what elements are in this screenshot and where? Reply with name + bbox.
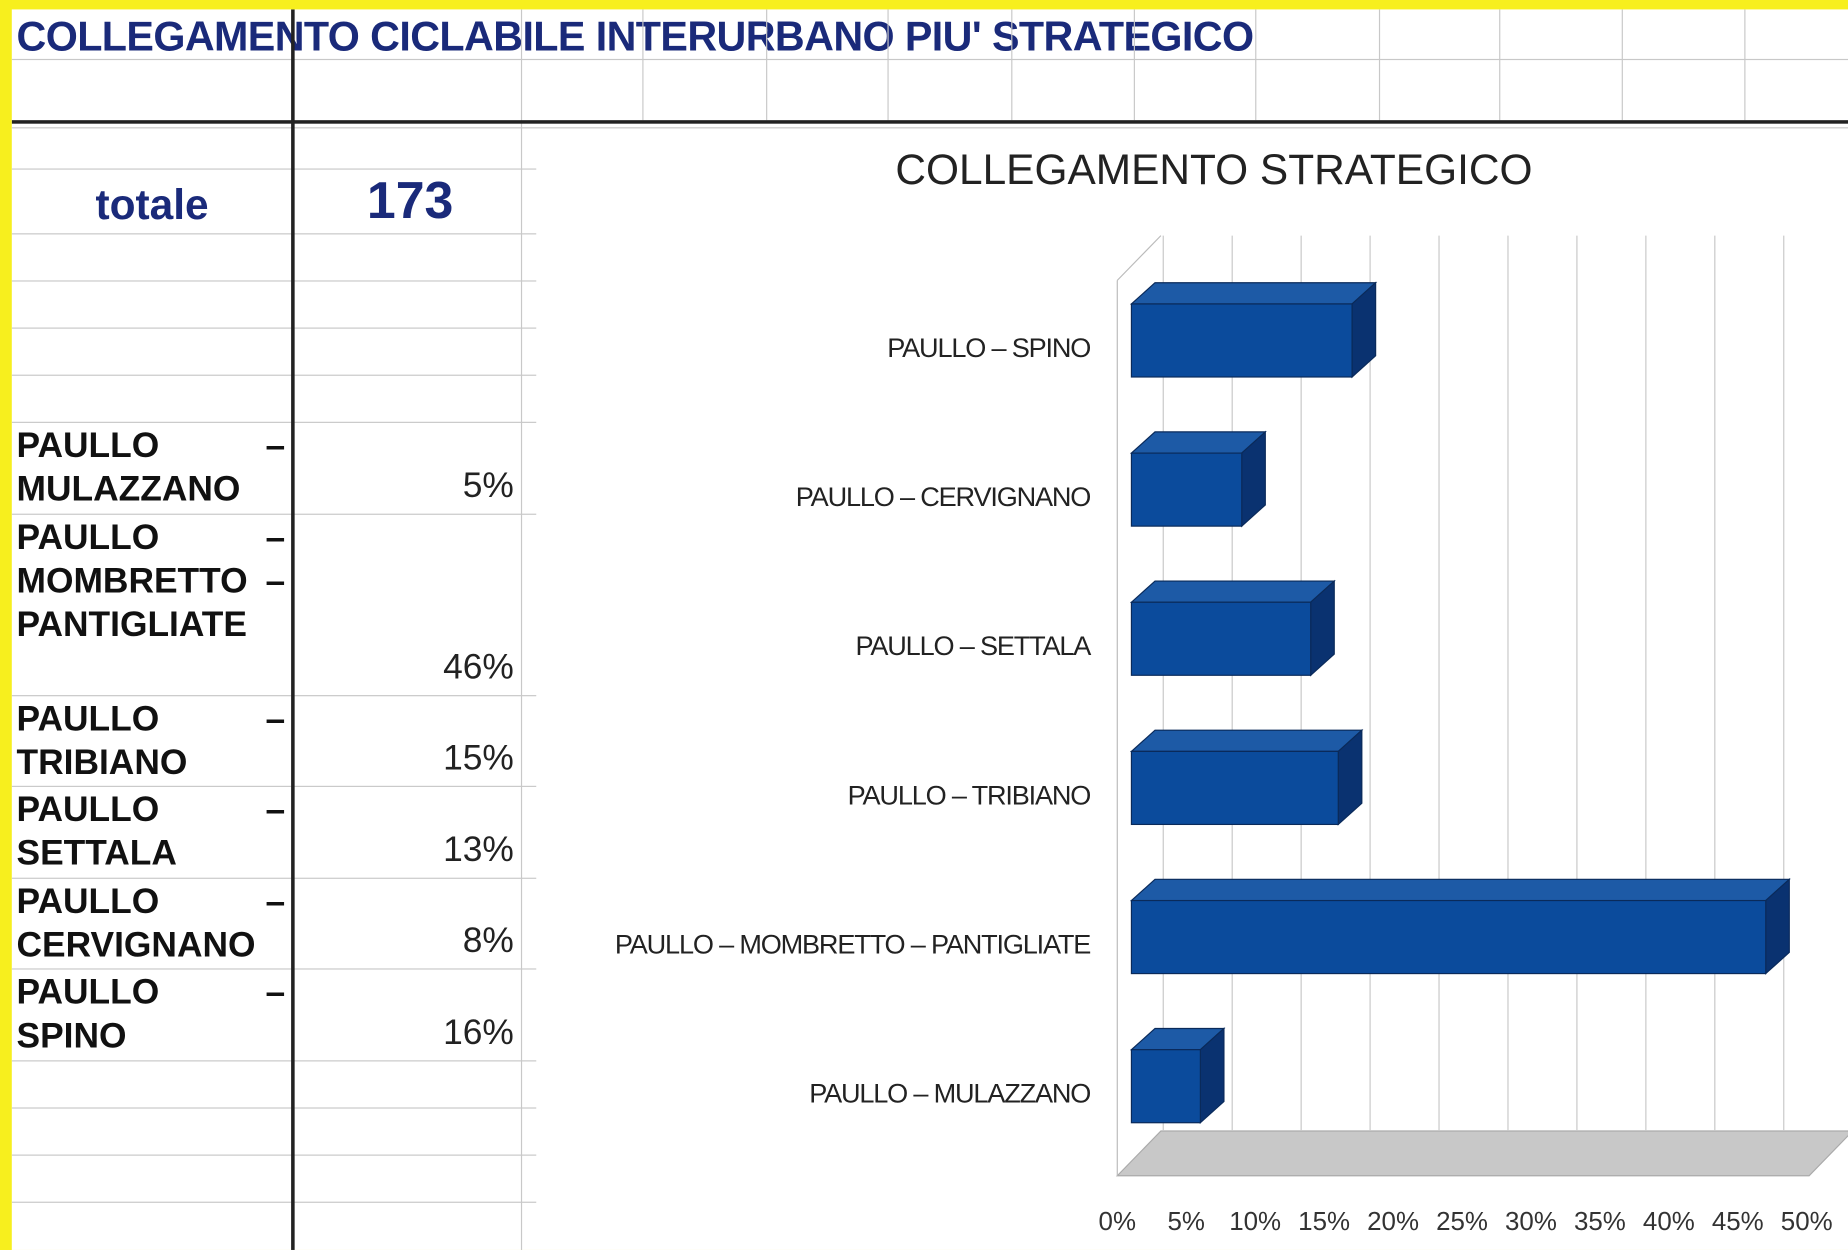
cell-border <box>11 168 537 170</box>
cell-border <box>11 968 537 970</box>
cell-border <box>11 280 537 282</box>
row-label: PAULLO – MOMBRETTO – PANTIGLIATE <box>16 518 286 645</box>
cell-border <box>11 58 1848 61</box>
sheet-title: COLLEGAMENTO CICLABILE INTERURBANO PIU' … <box>16 14 1254 61</box>
y-tick-label: PAULLO – SPINO <box>887 332 1090 363</box>
row-value: 13% <box>443 830 514 870</box>
cell-border <box>11 233 537 235</box>
bar-top <box>1129 729 1364 752</box>
cell-border <box>11 1060 537 1062</box>
y-tick-label: PAULLO – SETTALA <box>856 630 1093 661</box>
row-label: PAULLO – MULAZZANO <box>16 426 286 509</box>
total-value: 173 <box>366 172 454 230</box>
cell-border <box>766 9 768 121</box>
floor <box>1115 1130 1848 1177</box>
row-value: 46% <box>443 647 514 687</box>
cell-border <box>11 513 537 515</box>
bar <box>1130 1049 1201 1124</box>
row-label: PAULLO – SETTALA <box>16 790 286 873</box>
cell-border <box>11 1107 537 1109</box>
header-divider <box>11 120 1848 124</box>
bar <box>1130 750 1339 826</box>
row-label: PAULLO – TRIBIANO <box>16 699 286 783</box>
bar <box>1130 452 1243 527</box>
cell-border <box>11 374 537 376</box>
cell-border <box>11 1201 537 1203</box>
cell-border <box>887 9 889 121</box>
row-label: PAULLO – CERVIGNANO <box>16 882 286 965</box>
cell-border <box>1744 9 1746 121</box>
side-wall <box>1116 235 1162 281</box>
y-tick-label: PAULLO – MOMBRETTO – PANTIGLIATE <box>615 929 1090 960</box>
bar <box>1130 303 1353 378</box>
cell-border <box>1499 9 1501 121</box>
x-tick-label: 45% <box>1712 1208 1764 1236</box>
chart: COLLEGAMENTO STRATEGICO 0% 5% 10% 15% 20% 25%… <box>615 146 1848 1236</box>
cell-border <box>1011 9 1013 121</box>
cell-border <box>11 127 1848 129</box>
cell-border <box>11 695 537 697</box>
cell-border <box>1378 9 1381 121</box>
row-value: 16% <box>443 1013 514 1053</box>
row-value: 15% <box>443 738 514 778</box>
cell-border <box>1255 9 1257 121</box>
row-value: 5% <box>462 466 514 506</box>
x-tick-label: 25% <box>1436 1208 1488 1236</box>
y-tick-label: PAULLO – MULAZZANO <box>809 1078 1090 1109</box>
total-label: totale <box>95 180 209 229</box>
cell-border <box>11 1154 537 1156</box>
x-tick-label: 10% <box>1229 1208 1281 1236</box>
cell-border <box>1133 9 1135 121</box>
row-label: PAULLO – SPINO <box>16 973 286 1056</box>
x-tick-label: 0% <box>1099 1208 1136 1236</box>
y-tick-label: PAULLO – TRIBIANO <box>848 779 1091 810</box>
bar-top <box>1129 282 1378 305</box>
cell-border <box>11 877 537 879</box>
x-tick-label: 40% <box>1643 1208 1695 1236</box>
x-tick-label: 50% <box>1781 1208 1833 1236</box>
cell-border <box>11 327 537 329</box>
spreadsheet: COLLEGAMENTO CICLABILE INTERURBANO PIU' … <box>11 9 1848 1250</box>
x-tick-label: 15% <box>1298 1208 1350 1236</box>
cell-border <box>1621 9 1623 121</box>
cell-border <box>642 9 644 121</box>
x-tick-label: 30% <box>1505 1208 1557 1236</box>
x-tick-label: 5% <box>1168 1208 1205 1236</box>
x-tick-label: 20% <box>1367 1208 1419 1236</box>
bar <box>1130 899 1767 975</box>
cell-border <box>11 421 537 423</box>
cell-border <box>520 9 523 1250</box>
cell-border <box>11 785 537 787</box>
bar <box>1130 601 1312 676</box>
x-tick-label: 35% <box>1574 1208 1626 1236</box>
y-tick-label: PAULLO – CERVIGNANO <box>796 481 1090 512</box>
bar-top <box>1129 878 1791 902</box>
chart-title: COLLEGAMENTO STRATEGICO <box>895 146 1532 193</box>
bar-top <box>1129 580 1336 603</box>
column-divider <box>291 9 295 1250</box>
row-value: 8% <box>462 921 514 961</box>
